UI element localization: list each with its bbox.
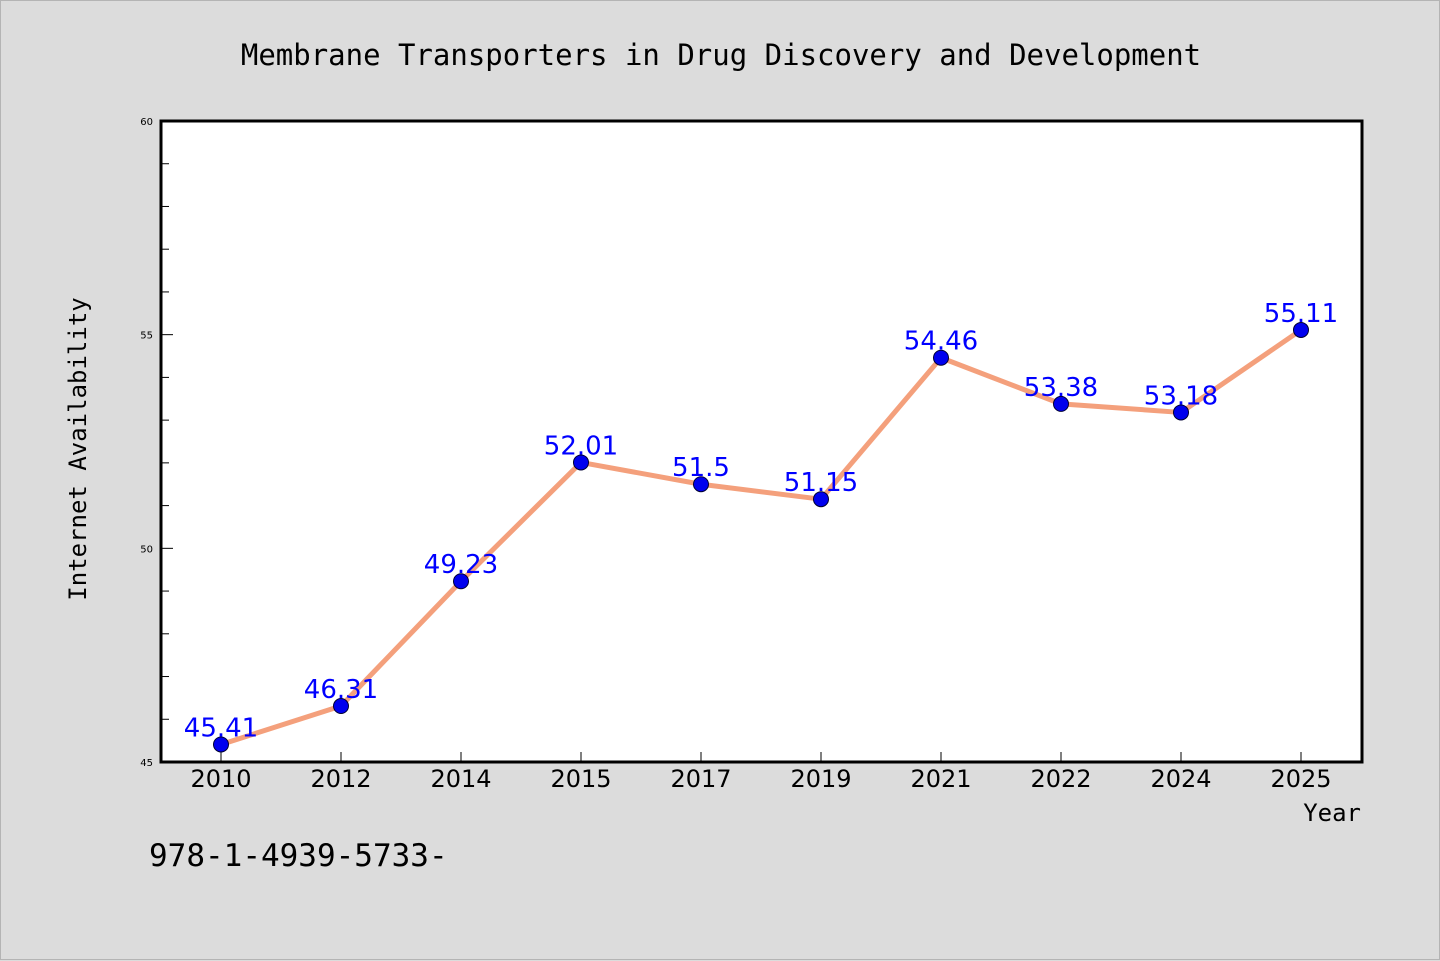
x-tick-label: 2024 <box>1150 765 1211 793</box>
y-tick-label: 45 <box>140 758 153 769</box>
data-point <box>693 476 709 493</box>
series-line <box>218 327 1304 747</box>
data-label: 51.5 <box>672 453 730 483</box>
data-label-group: 45.41 46.31 49.23 52.01 51.5 51.15 54.46 53.38 5… <box>184 299 1338 744</box>
x-tick-label: 2012 <box>310 765 371 793</box>
data-point <box>453 573 469 590</box>
footer-text: 978-1-4939-5733- <box>149 838 448 874</box>
y-axis-title: Internet Availability <box>64 297 92 600</box>
x-tick-label: 2025 <box>1270 765 1331 793</box>
data-label: 53.38 <box>1024 373 1098 403</box>
y-tick-label: 55 <box>140 331 153 342</box>
x-tick-label: 2022 <box>1030 765 1091 793</box>
series-line-group <box>213 321 1309 753</box>
plot-area <box>159 119 1364 764</box>
data-label: 45.41 <box>184 713 258 743</box>
data-label: 53.18 <box>1144 381 1218 411</box>
x-tick-label: 2015 <box>550 765 611 793</box>
data-label: 51.15 <box>784 468 858 498</box>
x-tick-label: 2021 <box>910 765 971 793</box>
data-point <box>933 349 949 366</box>
x-tick-label: 2010 <box>190 765 251 793</box>
data-point <box>213 736 229 753</box>
y-tick-label: 50 <box>140 544 153 555</box>
x-tick-label: 2014 <box>430 765 491 793</box>
data-label: 49.23 <box>424 550 498 580</box>
data-label: 52.01 <box>544 431 618 461</box>
data-point <box>573 454 589 471</box>
y-axis: 45 50 55 60 <box>140 117 173 769</box>
data-label: 46.31 <box>304 675 378 705</box>
data-point <box>813 491 829 508</box>
data-point <box>1173 404 1189 421</box>
data-label: 54.46 <box>904 327 978 357</box>
data-point <box>1293 321 1309 338</box>
data-point <box>333 698 349 715</box>
data-label: 55.11 <box>1264 299 1338 329</box>
x-axis-title: Year <box>1303 799 1361 827</box>
chart-title: Membrane Transporters in Drug Discovery … <box>241 38 1201 72</box>
x-tick-label: 2017 <box>670 765 731 793</box>
y-tick-label: 60 <box>140 117 153 128</box>
data-point <box>1053 395 1069 412</box>
x-tick-label: 2019 <box>790 765 851 793</box>
x-axis: 2010 2012 2014 2015 2017 2019 2021 2022 2024 2025 <box>190 752 1332 793</box>
